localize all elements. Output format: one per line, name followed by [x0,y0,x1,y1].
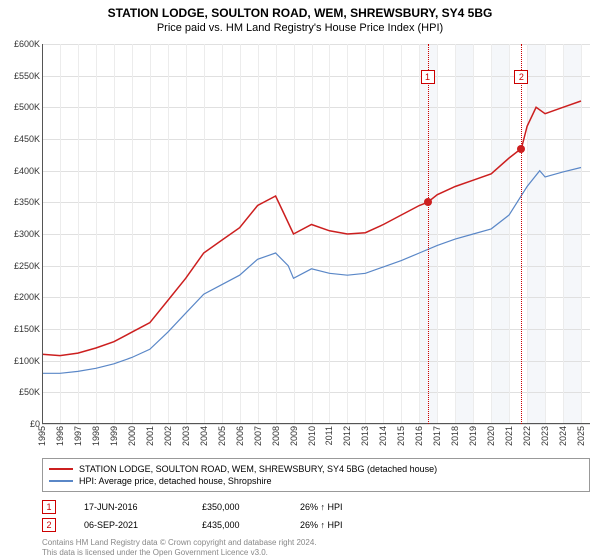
x-axis-label: 2015 [396,426,406,446]
x-axis-label: 2020 [486,426,496,446]
sale-pct: 26% ↑ HPI [300,520,380,530]
y-axis-label: £300K [2,229,40,239]
x-axis-label: 2000 [127,426,137,446]
series-line-hpi [42,168,581,374]
legend-swatch [49,468,73,470]
x-axis-label: 2024 [558,426,568,446]
chart-title: STATION LODGE, SOULTON ROAD, WEM, SHREWS… [0,6,600,20]
chart-title-block: STATION LODGE, SOULTON ROAD, WEM, SHREWS… [0,0,600,34]
legend-and-footer: STATION LODGE, SOULTON ROAD, WEM, SHREWS… [42,458,590,559]
x-axis-label: 2022 [522,426,532,446]
x-axis-label: 2007 [253,426,263,446]
y-axis-label: £550K [2,71,40,81]
series-line-property [42,101,581,356]
sale-date: 17-JUN-2016 [84,502,174,512]
footer-line2: This data is licensed under the Open Gov… [42,548,590,558]
legend-label: STATION LODGE, SOULTON ROAD, WEM, SHREWS… [79,464,437,474]
y-axis-label: £450K [2,134,40,144]
x-axis-label: 2019 [468,426,478,446]
x-axis [42,423,590,424]
legend-box: STATION LODGE, SOULTON ROAD, WEM, SHREWS… [42,458,590,492]
sale-row: 1 17-JUN-2016 £350,000 26% ↑ HPI [42,498,590,516]
price-chart: STATION LODGE, SOULTON ROAD, WEM, SHREWS… [0,0,600,560]
sale-number-box: 2 [42,518,56,532]
x-axis-label: 1997 [73,426,83,446]
sales-table: 1 17-JUN-2016 £350,000 26% ↑ HPI 2 06-SEP-202… [42,498,590,534]
y-axis-label: £500K [2,102,40,112]
x-axis-label: 2001 [145,426,155,446]
x-axis-label: 1996 [55,426,65,446]
sale-price: £350,000 [202,502,272,512]
sale-marker-dot [424,198,432,206]
x-axis-label: 2025 [576,426,586,446]
x-axis-label: 2009 [289,426,299,446]
x-axis-label: 2012 [342,426,352,446]
sale-price: £435,000 [202,520,272,530]
sale-marker-line [428,44,429,424]
x-axis-label: 2021 [504,426,514,446]
x-axis-label: 1998 [91,426,101,446]
y-axis-label: £350K [2,197,40,207]
x-axis-label: 2017 [432,426,442,446]
x-axis-label: 2003 [181,426,191,446]
x-axis-label: 1995 [37,426,47,446]
sale-marker-line [521,44,522,424]
y-axis-label: £600K [2,39,40,49]
x-axis-label: 2014 [378,426,388,446]
y-axis-label: £200K [2,292,40,302]
x-axis-label: 2013 [360,426,370,446]
sale-marker-number: 1 [421,70,435,84]
y-axis-label: £250K [2,261,40,271]
legend-swatch [49,480,73,482]
plot-area: 12 [42,44,590,424]
y-axis-label: £0 [2,419,40,429]
sale-date: 06-SEP-2021 [84,520,174,530]
x-axis-label: 2023 [540,426,550,446]
x-axis-label: 1999 [109,426,119,446]
x-axis-label: 2005 [217,426,227,446]
chart-lines-svg [42,44,590,424]
x-axis-label: 2002 [163,426,173,446]
legend-row: HPI: Average price, detached house, Shro… [49,475,583,487]
chart-subtitle: Price paid vs. HM Land Registry's House … [0,22,600,34]
x-axis-label: 2010 [307,426,317,446]
x-axis-label: 2004 [199,426,209,446]
x-axis-label: 2011 [324,426,334,445]
footer-text: Contains HM Land Registry data © Crown c… [42,538,590,559]
x-axis-label: 2006 [235,426,245,446]
x-axis-label: 2008 [271,426,281,446]
sale-marker-dot [517,145,525,153]
y-axis-label: £150K [2,324,40,334]
y-axis-label: £400K [2,166,40,176]
y-axis [42,44,43,424]
legend-label: HPI: Average price, detached house, Shro… [79,476,271,486]
gridline-horizontal [42,424,590,425]
y-axis-label: £50K [2,387,40,397]
sale-marker-number: 2 [514,70,528,84]
x-axis-label: 2016 [414,426,424,446]
footer-line1: Contains HM Land Registry data © Crown c… [42,538,590,548]
sale-row: 2 06-SEP-2021 £435,000 26% ↑ HPI [42,516,590,534]
y-axis-label: £100K [2,356,40,366]
legend-row: STATION LODGE, SOULTON ROAD, WEM, SHREWS… [49,463,583,475]
sale-number-box: 1 [42,500,56,514]
x-axis-label: 2018 [450,426,460,446]
sale-pct: 26% ↑ HPI [300,502,380,512]
